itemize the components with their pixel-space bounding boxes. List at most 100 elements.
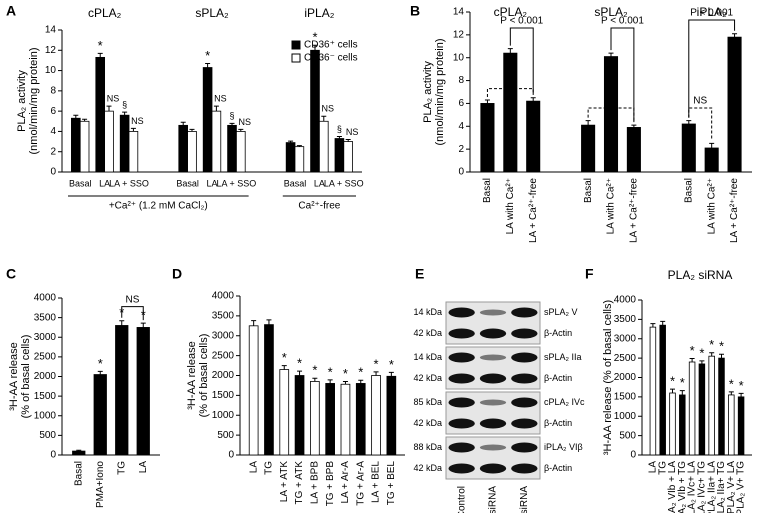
panel-label: E <box>415 266 424 282</box>
x-tick-label: LA with Ca²⁺ <box>606 178 617 234</box>
x-tick-label: LA with Ca²⁺ <box>706 178 717 234</box>
x-tick-label: LA <box>248 461 259 474</box>
x-tick-label: Basal <box>482 178 493 203</box>
y-tick-label: 0 <box>458 167 464 178</box>
error-bar <box>327 379 333 384</box>
bar <box>480 103 495 173</box>
error-bar <box>106 105 112 112</box>
bar <box>659 324 666 456</box>
bar <box>227 124 237 173</box>
bar <box>264 324 274 456</box>
significance-label: * <box>282 350 287 365</box>
y-tick-label: 10 <box>453 52 465 63</box>
y-tick-label: 12 <box>453 29 465 40</box>
y-tick-label: 0 <box>50 167 56 178</box>
y-tick-label: 2500 <box>614 353 637 364</box>
significance-label: * <box>312 363 317 378</box>
significance-label: * <box>719 339 724 354</box>
x-tick-label: TG + BEL <box>386 461 397 506</box>
bracket <box>688 107 713 141</box>
kda-label: 14 kDa <box>413 307 442 317</box>
protein-label: β-Actin <box>544 328 572 338</box>
chart-title: PLA₂ siRNA <box>668 268 733 282</box>
error-bar <box>266 319 272 325</box>
y-tick-label: 12 <box>45 45 57 56</box>
error-bar <box>732 33 738 38</box>
blot-band <box>448 463 475 474</box>
group-label: cPLA₂ <box>88 6 122 20</box>
significance-label: * <box>297 356 302 371</box>
x-tick-label: TG <box>116 461 127 475</box>
error-bar <box>73 114 79 119</box>
bar <box>603 56 619 173</box>
significance-label: * <box>739 378 744 393</box>
y-axis-label: (nmol/min/mg protein) <box>28 48 40 155</box>
x-tick-label: LA <box>138 461 149 474</box>
error-bar <box>345 139 351 142</box>
bar <box>79 120 90 173</box>
group-label: iPLA₂ <box>304 6 334 20</box>
y-tick-label: 3000 <box>212 330 235 341</box>
bar <box>581 124 596 173</box>
blot-band <box>479 373 507 384</box>
error-bar <box>180 121 186 126</box>
bar <box>340 383 351 456</box>
significance-label: * <box>389 357 394 372</box>
significance-label: * <box>358 365 363 380</box>
x-tick-label: cPLA₂ IVc+ TG <box>697 461 708 513</box>
x-tick-label: LA <box>314 178 325 188</box>
error-bar <box>122 111 128 116</box>
panel-label: D <box>172 266 182 282</box>
y-tick-label: 500 <box>217 430 234 441</box>
y-tick-label: 14 <box>453 7 465 18</box>
y-tick-label: 10 <box>45 65 57 76</box>
error-bar <box>738 392 744 397</box>
error-bar <box>229 122 235 126</box>
error-bar <box>297 370 303 376</box>
bar <box>187 131 197 173</box>
significance-label: NS <box>131 116 144 126</box>
kda-label: 42 kDa <box>413 418 442 428</box>
bar <box>294 146 305 173</box>
y-tick-label: 3500 <box>614 314 637 325</box>
kda-label: 14 kDa <box>413 352 442 362</box>
error-bar <box>670 388 675 393</box>
significance-label: NS <box>214 93 227 103</box>
bar <box>737 396 745 456</box>
y-axis-label: (nmol/min/mg protein) <box>434 39 446 146</box>
error-bar <box>82 118 88 122</box>
significance-label: NS <box>346 127 359 137</box>
error-bar <box>342 380 348 385</box>
significance-label: § <box>230 111 235 121</box>
error-bar <box>140 322 146 328</box>
x-tick-label: TG + BPB <box>325 461 336 507</box>
bar <box>371 375 381 456</box>
error-bar <box>709 142 715 148</box>
bracket-label: NS <box>503 76 517 87</box>
bracket-label: P < 0.001 <box>601 16 644 27</box>
blot-band <box>479 399 507 406</box>
significance-label: * <box>98 356 103 371</box>
legend-label: CD36⁻ cells <box>304 53 358 64</box>
y-tick-label: 4 <box>458 121 464 132</box>
significance-label: NS <box>239 117 252 127</box>
significance-label: * <box>709 337 714 352</box>
blot-band <box>511 463 538 474</box>
error-bar <box>213 105 219 112</box>
bracket <box>509 27 534 95</box>
blot-band <box>511 352 538 363</box>
y-axis-label: ³H-AA release <box>186 341 198 409</box>
significance-label: * <box>205 48 210 63</box>
y-tick-label: 2000 <box>212 370 235 381</box>
x-tick-label: TG + ATK <box>294 461 305 505</box>
x-tick-label: TG + Ar-A <box>355 461 366 506</box>
y-axis-label: PLA₂ activity <box>422 61 434 123</box>
bar <box>95 56 106 173</box>
significance-label: * <box>699 345 704 360</box>
error-bar <box>296 145 302 147</box>
blot-band <box>511 442 538 453</box>
y-tick-label: 0 <box>630 450 636 461</box>
blot-band <box>479 418 507 429</box>
significance-label: * <box>680 375 685 390</box>
bracket-label: P < 0.001 <box>500 16 543 27</box>
